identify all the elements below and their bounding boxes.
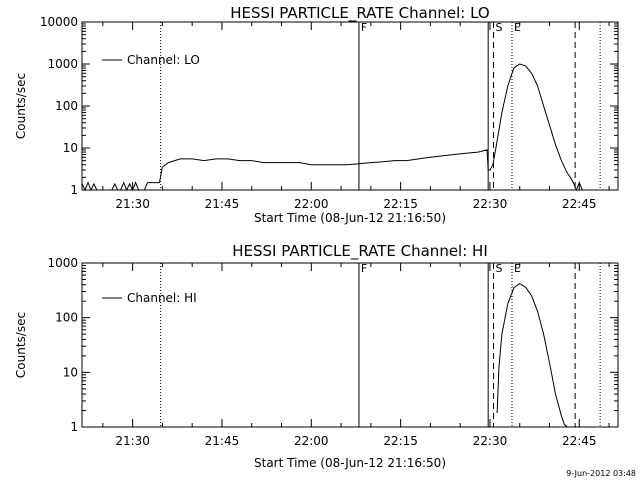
legend-hi: Channel: HI — [102, 291, 197, 305]
x-tick-label-hi: 22:45 — [562, 434, 597, 448]
y-axis-label-hi: Counts/sec — [14, 312, 28, 378]
plot-frame-hi — [81, 262, 619, 428]
x-tick-label-lo: 21:30 — [115, 197, 150, 211]
event-marker-label-lo: F — [361, 21, 367, 34]
x-axis-ticks-lo: 21:30 21:45 22:00 22:15 22:30 22:45 — [102, 22, 610, 211]
y-axis-ticks-lo: 1 10 100 1000 10000 — [40, 15, 618, 197]
y-tick-label-hi: 1000 — [47, 256, 78, 270]
x-tick-label-hi: 22:30 — [473, 434, 508, 448]
y-tick-label-hi: 10 — [63, 365, 78, 379]
chart-title-hi: HESSI PARTICLE_RATE Channel: HI — [232, 242, 488, 261]
x-tick-label-hi: 22:15 — [383, 434, 418, 448]
y-tick-label-lo: 100 — [55, 99, 78, 113]
y-axis-label-lo: Counts/sec — [14, 73, 28, 139]
x-axis-ticks-hi: 21:30 21:45 22:00 22:15 22:30 22:45 — [102, 263, 610, 448]
x-tick-label-hi: 21:30 — [115, 434, 150, 448]
y-tick-label-hi: 100 — [55, 311, 78, 325]
series-line-channel-lo — [81, 63, 586, 192]
footer-timestamp: 9-Jun-2012 03:48 — [566, 469, 636, 478]
x-tick-label-hi: 22:00 — [294, 434, 329, 448]
x-tick-label-lo: 22:30 — [473, 197, 508, 211]
legend-label-hi: Channel: HI — [127, 291, 197, 305]
y-tick-label-hi: 1 — [70, 420, 78, 434]
event-marker-label-hi: E — [514, 262, 521, 275]
x-tick-label-hi: 21:45 — [205, 434, 240, 448]
legend-lo: Channel: LO — [102, 53, 200, 67]
x-tick-label-lo: 22:15 — [383, 197, 418, 211]
event-marker-label-lo: E — [514, 21, 521, 34]
x-tick-label-lo: 22:45 — [562, 197, 597, 211]
y-tick-label-lo: 1000 — [47, 57, 78, 71]
chart-title-lo: HESSI PARTICLE_RATE Channel: LO — [230, 4, 489, 23]
y-tick-label-lo: 10000 — [40, 15, 78, 29]
event-marker-label-hi: F — [361, 262, 367, 275]
x-tick-label-lo: 22:00 — [294, 197, 329, 211]
y-axis-ticks-hi: 1 10 100 1000 — [47, 256, 618, 434]
x-axis-label-hi: Start Time (08-Jun-12 21:16:50) — [254, 456, 446, 470]
y-tick-label-lo: 1 — [70, 183, 78, 197]
event-marker-label-hi: S — [496, 262, 503, 275]
x-tick-label-lo: 21:45 — [205, 197, 240, 211]
series-line-channel-hi — [496, 282, 568, 428]
y-tick-label-lo: 10 — [63, 141, 78, 155]
legend-label-lo: Channel: LO — [127, 53, 200, 67]
x-axis-label-lo: Start Time (08-Jun-12 21:16:50) — [254, 211, 446, 225]
event-marker-label-lo: S — [496, 21, 503, 34]
